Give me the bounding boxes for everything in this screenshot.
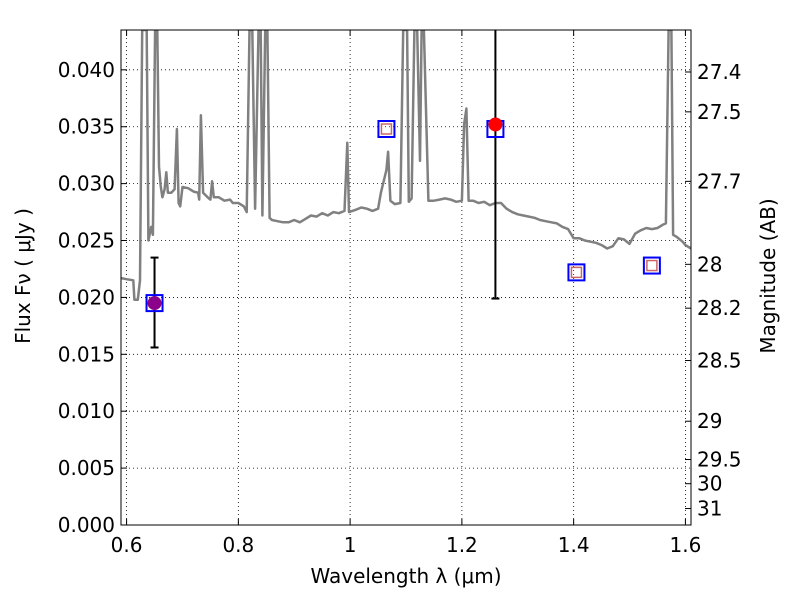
x-axis-label: Wavelength λ (μm) — [310, 564, 501, 588]
sed-model-line — [121, 30, 691, 301]
right-tick-label: 27.4 — [697, 60, 742, 84]
right-tick-label: 29 — [697, 409, 722, 433]
right-tick-label: 29.5 — [697, 448, 742, 472]
model-photometry-box — [642, 256, 661, 275]
right-tick-label: 28.2 — [697, 296, 742, 320]
y-axis-label: Flux Fν ( μJy ) — [11, 208, 35, 344]
y-tick-label: 0.005 — [58, 456, 115, 480]
right-tick-label: 28 — [697, 252, 722, 276]
x-tick-label: 1.6 — [670, 533, 702, 557]
detection-point — [488, 117, 503, 132]
y-tick-label: 0.010 — [58, 399, 115, 423]
markers-group — [145, 30, 661, 349]
x-tick-label: 1.2 — [446, 533, 478, 557]
y-tick-label: 0.025 — [58, 229, 115, 253]
y-tick-label: 0.030 — [58, 172, 115, 196]
plot-frame — [120, 29, 692, 526]
y-tick-label: 0.015 — [58, 342, 115, 366]
y-tick-label: 0.020 — [58, 285, 115, 309]
y-tick-label: 0.000 — [58, 513, 115, 537]
right-tick-label: 30 — [697, 472, 722, 496]
x-tick-label: 0.8 — [222, 533, 254, 557]
x-tick-label: 1 — [344, 533, 357, 557]
right-tick-label: 27.7 — [697, 169, 742, 193]
right-tick-label: 28.5 — [697, 349, 742, 373]
y-tick-label: 0.035 — [58, 115, 115, 139]
upper-limit-marker — [646, 259, 658, 272]
ticks-group: 0.6 0.8 1 1.2 1.4 1.6 0.000 0.005 0.010 0.015 0.02… — [58, 30, 742, 557]
right-tick-label: 27.5 — [697, 100, 742, 124]
model-photometry-box — [567, 263, 586, 282]
detection-point — [147, 296, 162, 311]
x-tick-label: 1.4 — [558, 533, 590, 557]
sed-model-group — [121, 30, 691, 301]
model-photometry-box — [377, 120, 396, 138]
upper-limit-marker — [570, 266, 583, 279]
right-tick-label: 31 — [697, 497, 722, 521]
right-axis-label: Magnitude (AB) — [756, 198, 780, 353]
model-photometry-box — [145, 294, 164, 313]
upper-limit-marker — [380, 123, 393, 135]
x-tick-label: 0.6 — [111, 533, 143, 557]
y-tick-label: 0.040 — [58, 58, 115, 82]
